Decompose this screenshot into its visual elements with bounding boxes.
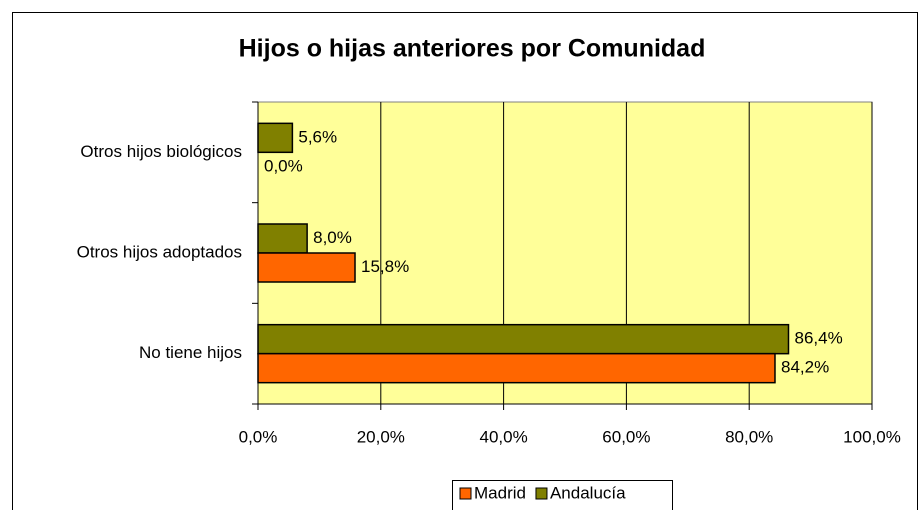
data-label: 0,0% <box>264 156 303 175</box>
legend-swatch <box>459 487 472 500</box>
x-tick-label: 40,0% <box>479 427 527 446</box>
y-tick-label: Otros hijos adoptados <box>77 242 242 261</box>
y-tick-label: Otros hijos biológicos <box>80 142 242 161</box>
data-label: 86,4% <box>794 329 842 348</box>
data-label: 15,8% <box>361 257 409 276</box>
bar <box>257 323 790 355</box>
x-tick-label: 60,0% <box>602 427 650 446</box>
legend-swatch <box>535 487 548 500</box>
data-label: 84,2% <box>781 358 829 377</box>
bar <box>257 122 294 154</box>
bar <box>257 352 776 384</box>
data-label: 8,0% <box>313 228 352 247</box>
legend-box <box>452 480 673 510</box>
bar <box>257 223 308 254</box>
x-tick-label: 100,0% <box>843 427 901 446</box>
x-tick-label: 0,0% <box>239 427 278 446</box>
legend-label: Madrid <box>474 483 526 502</box>
bar <box>257 252 356 283</box>
x-tick-label: 20,0% <box>357 427 405 446</box>
legend-label: Andalucía <box>550 483 626 502</box>
data-label: 5,6% <box>298 127 337 146</box>
chart-title: Hijos o hijas anteriores por Comunidad <box>239 35 706 63</box>
x-tick-label: 80,0% <box>725 427 773 446</box>
y-tick-label: No tiene hijos <box>139 343 242 362</box>
